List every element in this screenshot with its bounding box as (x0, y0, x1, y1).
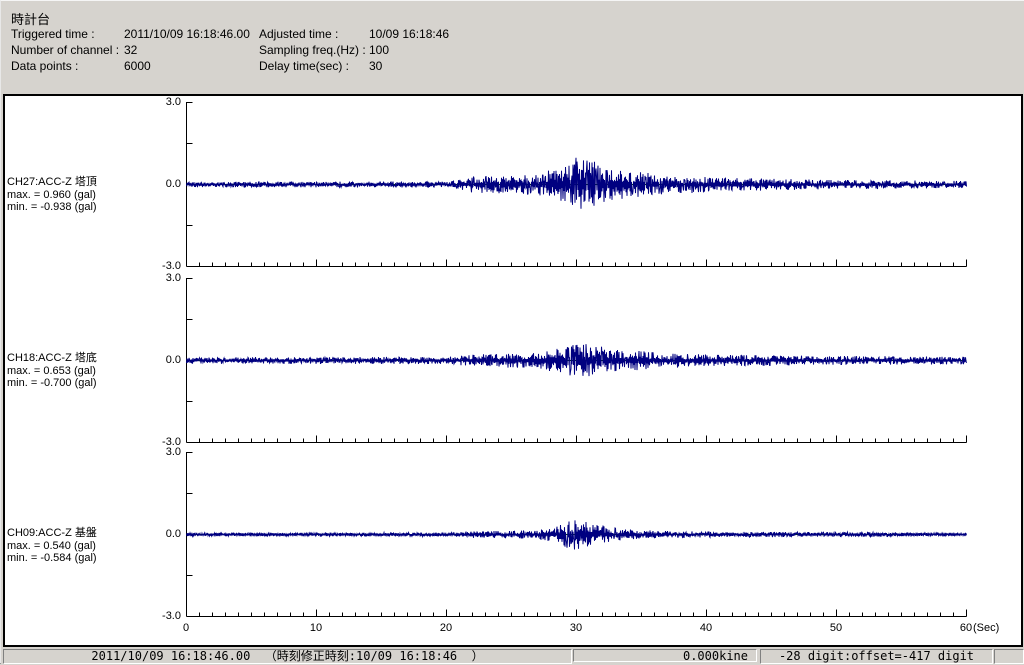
x-axis-tick-label: 50 (829, 622, 843, 634)
delay-time-label: Delay time(sec) : (259, 59, 350, 73)
y-axis-label: 3.0 (165, 446, 181, 458)
y-axis-label: 3.0 (165, 96, 181, 108)
y-axis-label: 0.0 (165, 354, 181, 366)
triggered-time-value: 2011/10/09 16:18:46.00 (124, 27, 250, 41)
station-title: 時計台 (11, 12, 51, 27)
number-of-channel-value: 32 (124, 43, 138, 57)
channel-info-ch27: CH27:ACC-Z 塔頂 max. = 0.960 (gal) min. = … (7, 176, 172, 214)
x-axis-tick-label: 20 (439, 622, 453, 634)
delay-time-value: 30 (369, 59, 383, 73)
sampling-freq-label: Sampling freq.(Hz) : (259, 43, 366, 57)
y-axis-label: 0.0 (165, 178, 181, 190)
x-axis-tick-label: 10 (309, 622, 323, 634)
channel-max-value: max. = 0.540 (gal) (7, 539, 96, 552)
data-points-label: Data points : (11, 59, 79, 73)
channel-max-value: max. = 0.653 (gal) (7, 364, 96, 377)
channel-name: CH18:ACC-Z 塔底 (7, 352, 97, 364)
waveform-trace (186, 344, 967, 377)
adjusted-time-label: Adjusted time : (259, 27, 339, 41)
channel-name: CH27:ACC-Z 塔頂 (7, 176, 97, 188)
x-axis-tick-label: 40 (699, 622, 713, 634)
sampling-freq-value: 100 (369, 43, 390, 57)
channel-max-value: max. = 0.960 (gal) (7, 188, 96, 201)
waveform-trace (186, 157, 967, 209)
waveform-trace (186, 520, 967, 550)
channel-min-value: min. = -0.584 (gal) (7, 552, 97, 564)
y-axis-label: 3.0 (165, 272, 181, 284)
status-kine-section: 0.000kine (573, 649, 757, 662)
channel-info-ch09: CH09:ACC-Z 基盤 max. = 0.540 (gal) min. = … (7, 527, 172, 565)
channel-info-ch18: CH18:ACC-Z 塔底 max. = 0.653 (gal) min. = … (7, 352, 172, 390)
status-empty-section (994, 649, 1024, 664)
y-axis-label: -3.0 (162, 436, 181, 448)
waveform-plot-2 (186, 278, 967, 443)
data-points-value: 6000 (124, 59, 151, 73)
status-time-section: 2011/10/09 16:18:46.00 （時刻修正時刻:10/09 16:… (3, 649, 572, 664)
header-info-panel: 時計台 Triggered time : 2011/10/09 16:18:46… (1, 1, 1024, 94)
number-of-channel-label: Number of channel : (11, 43, 120, 57)
y-axis-label: 0.0 (165, 528, 181, 540)
channel-min-value: min. = -0.700 (gal) (7, 377, 97, 389)
y-axis-label: -3.0 (162, 260, 181, 272)
waveform-plot-1 (186, 102, 967, 267)
status-digit-offset-section: -28 digit:offset=-417 digit (760, 649, 993, 664)
waveform-plot-3 (186, 452, 967, 617)
x-axis-tick-label: 30 (569, 622, 583, 634)
adjusted-time-value: 10/09 16:18:46 (369, 27, 450, 41)
triggered-time-label: Triggered time : (11, 27, 95, 41)
y-axis-label: -3.0 (162, 610, 181, 622)
x-axis-tick-label: 60 (959, 622, 973, 634)
x-axis-tick-label: 0 (182, 622, 190, 634)
channel-min-value: min. = -0.938 (gal) (7, 201, 97, 213)
x-axis-unit-label: (Sec) (973, 622, 1000, 634)
channel-name: CH09:ACC-Z 基盤 (7, 527, 97, 539)
status-bar: 2011/10/09 16:18:46.00 （時刻修正時刻:10/09 16:… (1, 647, 1024, 665)
